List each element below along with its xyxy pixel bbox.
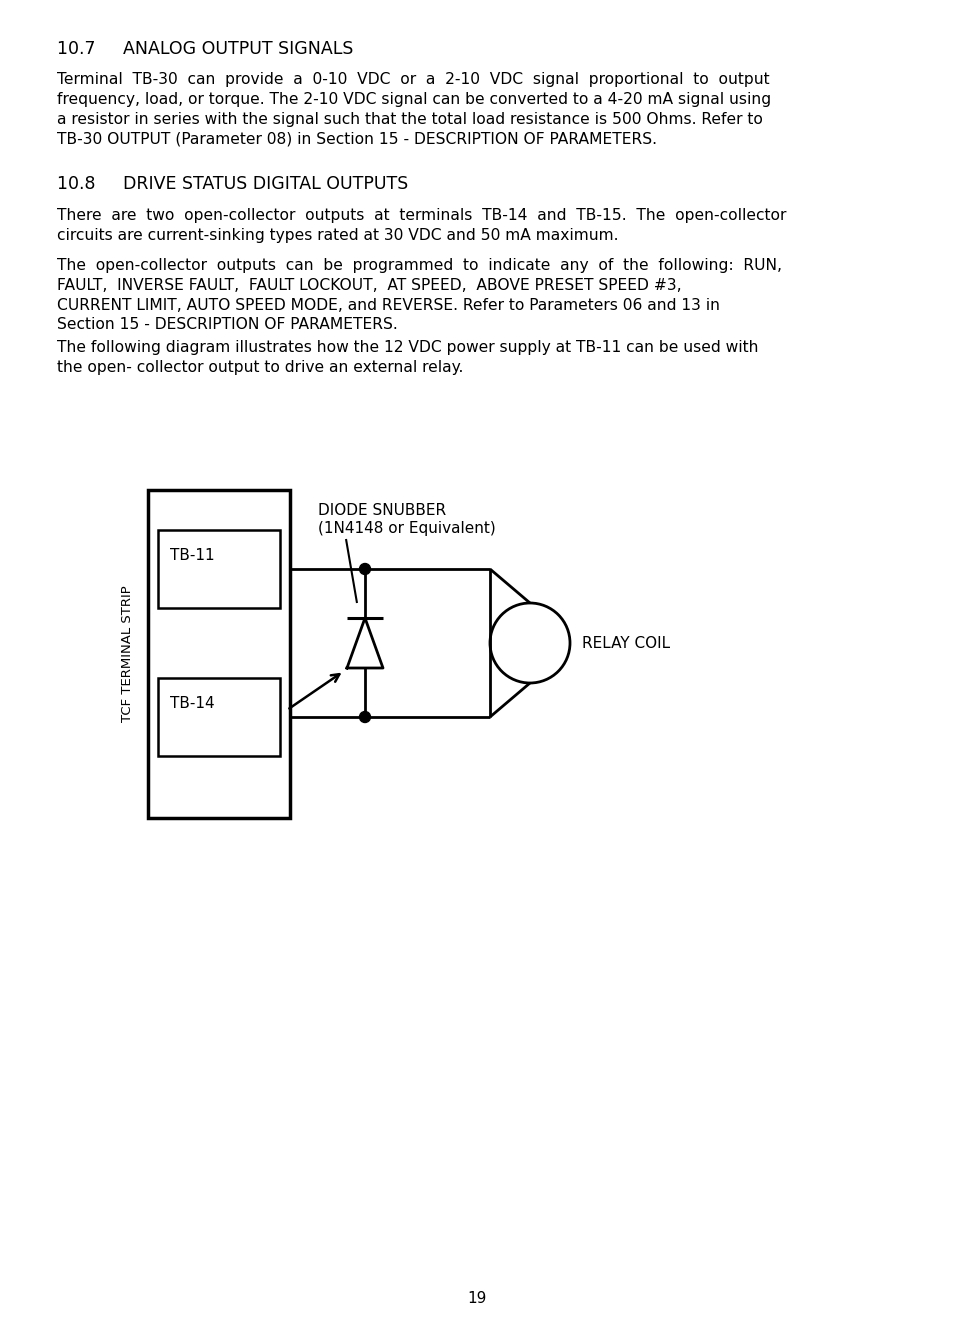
Text: The  open-collector  outputs  can  be  programmed  to  indicate  any  of  the  f: The open-collector outputs can be progra… xyxy=(57,257,781,333)
Circle shape xyxy=(359,712,370,723)
Text: The following diagram illustrates how the 12 VDC power supply at TB-11 can be us: The following diagram illustrates how th… xyxy=(57,341,758,374)
Text: (1N4148 or Equivalent): (1N4148 or Equivalent) xyxy=(317,522,496,536)
Text: TB-14: TB-14 xyxy=(170,696,214,711)
Text: 10.7     ANALOG OUTPUT SIGNALS: 10.7 ANALOG OUTPUT SIGNALS xyxy=(57,40,353,58)
Bar xyxy=(158,679,280,756)
Text: TCF TERMINAL STRIP: TCF TERMINAL STRIP xyxy=(121,586,134,723)
Text: RELAY COIL: RELAY COIL xyxy=(581,636,669,650)
Bar xyxy=(148,489,290,818)
Text: 10.8     DRIVE STATUS DIGITAL OUTPUTS: 10.8 DRIVE STATUS DIGITAL OUTPUTS xyxy=(57,174,408,193)
Text: 19: 19 xyxy=(467,1291,486,1306)
Text: There  are  two  open-collector  outputs  at  terminals  TB-14  and  TB-15.  The: There are two open-collector outputs at … xyxy=(57,208,785,243)
Text: DIODE SNUBBER: DIODE SNUBBER xyxy=(317,503,446,518)
Text: TB-11: TB-11 xyxy=(170,548,214,563)
Circle shape xyxy=(359,563,370,574)
Bar xyxy=(158,530,280,607)
Text: Terminal  TB-30  can  provide  a  0-10  VDC  or  a  2-10  VDC  signal  proportio: Terminal TB-30 can provide a 0-10 VDC or… xyxy=(57,72,770,146)
